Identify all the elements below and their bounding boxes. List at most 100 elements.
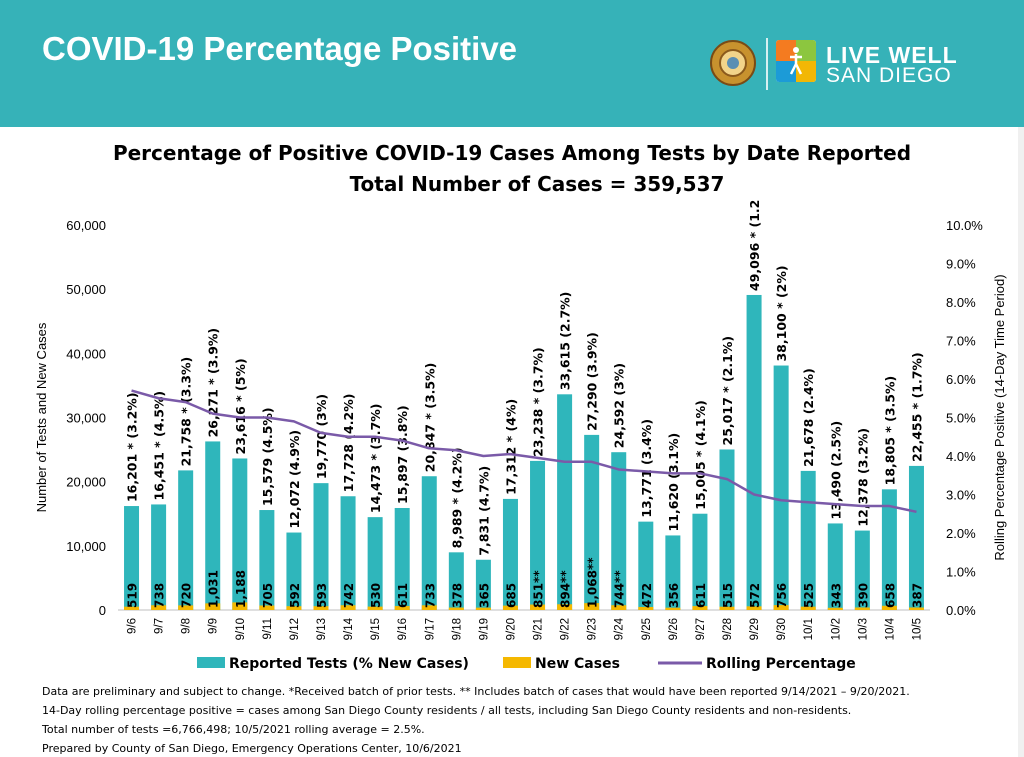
new-cases-data-label: 593 xyxy=(315,583,329,608)
bar-data-label: 12,072 (4.9%) xyxy=(287,430,302,529)
x-tick-label: 9/12 xyxy=(289,618,301,640)
test-bar xyxy=(800,470,816,610)
test-bar xyxy=(178,470,194,610)
test-bar xyxy=(557,394,573,610)
bar-data-label: 22,455 * (1.7%) xyxy=(909,352,924,462)
bar-data-label: 49,096 * (1.2%) xyxy=(747,200,762,291)
page-title: COVID-19 Percentage Positive xyxy=(42,30,518,67)
test-bar xyxy=(665,535,681,610)
y-tick-label: 40,000 xyxy=(66,346,106,361)
new-cases-bar xyxy=(827,607,843,610)
new-cases-data-label: 592 xyxy=(288,583,302,608)
x-tick-label: 9/30 xyxy=(776,618,788,640)
new-cases-bar xyxy=(638,606,654,610)
new-cases-bar xyxy=(286,606,302,610)
x-tick-label: 9/14 xyxy=(343,617,355,640)
bar-data-label: 24,592 (3%) xyxy=(612,363,627,448)
x-tick-label: 9/17 xyxy=(424,618,436,640)
new-cases-bar xyxy=(530,604,546,610)
new-cases-data-label: 1,068** xyxy=(586,557,600,608)
new-cases-bar xyxy=(259,605,275,610)
bar-data-label: 7,831 (4.7%) xyxy=(476,466,491,556)
x-tick-label: 9/26 xyxy=(668,618,680,640)
new-cases-data-label: 472 xyxy=(640,583,654,608)
x-tick-label: 9/18 xyxy=(451,618,463,640)
test-bar xyxy=(367,517,383,610)
test-bar xyxy=(530,460,546,610)
test-bar xyxy=(502,498,518,610)
new-cases-bar xyxy=(313,606,329,610)
test-bar xyxy=(205,441,221,610)
legend-label-new-cases: New Cases xyxy=(535,656,620,672)
new-cases-bar xyxy=(746,606,762,610)
logo-divider xyxy=(766,38,768,90)
new-cases-bar xyxy=(692,606,708,610)
x-tick-label: 9/20 xyxy=(505,618,517,640)
new-cases-bar xyxy=(151,605,167,610)
chart-title: Percentage of Positive COVID-19 Cases Am… xyxy=(112,141,912,165)
footnote-1: Data are preliminary and subject to chan… xyxy=(42,685,910,698)
new-cases-bar xyxy=(178,605,194,610)
test-bar xyxy=(827,523,843,610)
county-seal-icon xyxy=(710,40,756,86)
bar-data-label: 38,100 * (2%) xyxy=(774,265,789,361)
new-cases-data-label: 390 xyxy=(856,583,870,608)
test-bar xyxy=(881,489,897,610)
bar-data-label: 16,451 * (4.5%) xyxy=(152,391,167,501)
bar-data-label: 33,615 (2.7%) xyxy=(558,292,573,391)
new-cases-bar xyxy=(448,607,464,610)
new-cases-data-label: 530 xyxy=(369,583,383,608)
x-tick-label: 9/8 xyxy=(181,618,193,634)
footnote-3: Total number of tests =6,766,498; 10/5/2… xyxy=(42,723,425,736)
bar-data-label: 23,616 * (5%) xyxy=(233,358,248,454)
new-cases-data-label: 387 xyxy=(910,583,924,608)
x-tick-label: 10/1 xyxy=(803,618,815,640)
bar-data-label: 15,005 * (4.1%) xyxy=(693,400,708,510)
y2-tick-label: 4.0% xyxy=(946,449,976,464)
test-bar xyxy=(611,452,627,610)
y2-tick-label: 6.0% xyxy=(946,372,976,387)
new-cases-data-label: 742 xyxy=(342,583,356,608)
bar-data-label: 12,378 (3.2%) xyxy=(855,428,870,527)
y2-tick-label: 10.0% xyxy=(946,218,983,233)
new-cases-data-label: 519 xyxy=(126,583,140,608)
x-tick-label: 9/21 xyxy=(533,618,545,640)
new-cases-bar xyxy=(475,607,491,610)
y2-axis-label: Rolling Percentage Positive (14-Day Time… xyxy=(992,274,1007,560)
new-cases-data-label: 720 xyxy=(180,583,194,608)
rolling-percentage-line xyxy=(131,389,917,514)
x-tick-label: 9/28 xyxy=(722,618,734,640)
x-tick-label: 9/11 xyxy=(262,618,274,640)
x-tick-label: 9/7 xyxy=(154,618,166,634)
test-bar xyxy=(151,504,167,610)
test-bar xyxy=(448,552,464,610)
new-cases-data-label: 744** xyxy=(613,570,627,608)
x-tick-label: 9/13 xyxy=(316,618,328,640)
y-tick-label: 10,000 xyxy=(66,539,106,554)
new-cases-data-label: 378 xyxy=(450,583,464,608)
footnote-2: 14-Day rolling percentage positive = cas… xyxy=(42,704,852,717)
x-tick-label: 9/16 xyxy=(397,618,409,640)
new-cases-bar xyxy=(232,602,248,610)
y-tick-label: 50,000 xyxy=(66,282,106,297)
page-edge xyxy=(1018,127,1024,757)
legend-label-rolling: Rolling Percentage xyxy=(706,656,856,672)
y2-tick-label: 2.0% xyxy=(946,526,976,541)
test-bar xyxy=(746,294,762,610)
new-cases-bar xyxy=(367,606,383,610)
live-well-logo-icon xyxy=(776,40,816,82)
x-tick-label: 9/19 xyxy=(478,618,490,640)
logo-text-line2: SAN DIEGO xyxy=(826,64,952,87)
chart-subtitle: Total Number of Cases = 359,537 xyxy=(349,172,725,196)
new-cases-bar xyxy=(800,606,816,610)
x-tick-label: 9/6 xyxy=(127,618,139,634)
new-cases-data-label: 756 xyxy=(775,583,789,608)
new-cases-data-label: 356 xyxy=(667,583,681,608)
new-cases-bar xyxy=(340,605,356,610)
bar-data-label: 18,805 * (3.5%) xyxy=(882,376,897,486)
test-bar xyxy=(584,434,600,610)
bar-data-label: 14,473 * (3.7%) xyxy=(368,404,383,514)
footnote-4: Prepared by County of San Diego, Emergen… xyxy=(42,742,462,755)
test-bar xyxy=(854,530,870,610)
bar-data-label: 26,271 * (3.9%) xyxy=(206,328,221,438)
